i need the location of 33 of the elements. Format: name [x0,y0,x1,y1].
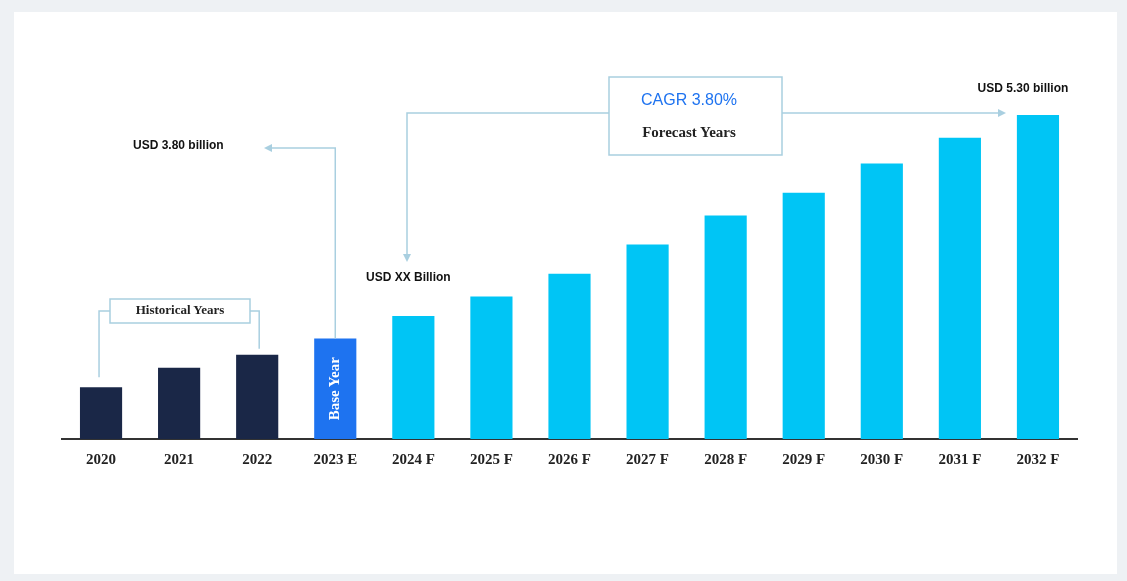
x-tick-label: 2021 [164,450,195,467]
bar [79,387,123,439]
x-tick-label: 2025 F [469,450,513,467]
x-tick-label: 2029 F [782,450,826,467]
bar [938,137,981,439]
x-tick-label: 2026 F [548,450,591,467]
bar [314,338,357,439]
x-tick-label: 2030 F [860,450,904,467]
bar [626,244,669,439]
bar [236,354,279,439]
annotation: Historical Years [135,302,225,318]
annotation: USD 3.80 billion [133,138,224,153]
text: USD 5.30 billion [977,81,1069,96]
bar [548,273,591,439]
x-tick-label: 2031 F [938,450,982,467]
x-tick-label: 2028 F [704,450,748,467]
bar [158,367,201,439]
bar [392,315,435,439]
x-tick-label: 2020 [86,450,117,467]
x-tick-label: 2023 E [313,450,358,467]
annotation: Forecast Years [642,123,737,140]
bar [1016,115,1060,439]
annotation: USD XX Billion [366,270,451,285]
x-tick-label: 2027 F [626,450,670,467]
bar [782,192,825,439]
x-tick-label: 2032 F [1016,450,1060,467]
bar [704,215,747,439]
bar [860,163,903,439]
annotation: Base Year [326,356,343,421]
text: CAGR 3.80% [640,91,738,109]
x-tick-label: 2024 F [391,450,435,467]
x-tick-label: 2022 [242,450,273,467]
bar [470,296,513,439]
